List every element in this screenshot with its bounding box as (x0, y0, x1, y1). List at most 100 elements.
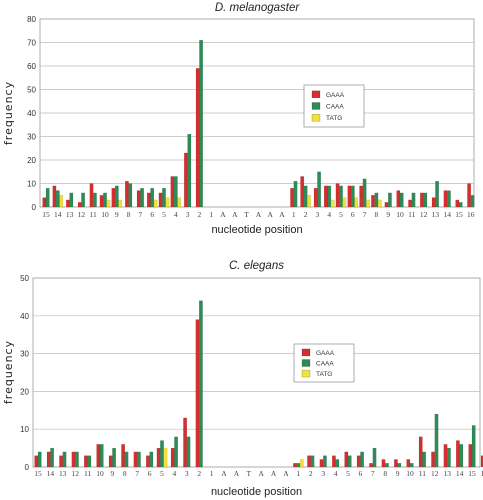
bar-gaaa-35 (455, 199, 460, 208)
bar-gaaa-1 (46, 451, 51, 468)
y-tick-label: 40 (27, 109, 36, 118)
bar-tatg-11 (177, 197, 182, 208)
bar-caaa-9 (149, 451, 154, 468)
bar-gaaa-29 (394, 459, 398, 468)
bar-tatg-21 (299, 459, 304, 468)
bar-gaaa-8 (136, 190, 141, 208)
bar-caaa-3 (75, 451, 79, 468)
bar-caaa-6 (112, 447, 116, 468)
bar-gaaa-26 (356, 455, 361, 468)
bar-tatg-5 (106, 199, 111, 208)
bar-caaa-23 (317, 171, 321, 208)
x-tick-label: A (258, 469, 264, 478)
bar-caaa-8 (137, 451, 141, 468)
bar-caaa-26 (360, 451, 364, 468)
bar-tatg-9 (153, 199, 158, 208)
x-tick-label: 9 (111, 469, 115, 478)
x-tick-label: 13 (443, 469, 451, 478)
legend-label-tatg: TATG (326, 115, 342, 122)
x-tick-label: 2 (198, 210, 202, 219)
legend-label-caaa: CAAA (316, 361, 334, 368)
bar-tatg-28 (377, 199, 382, 208)
x-tick-label: 2 (304, 210, 308, 219)
bar-gaaa-9 (146, 192, 151, 208)
bar-caaa-29 (388, 192, 392, 208)
bar-caaa-3 (81, 192, 85, 208)
legend-label-gaaa: GAAA (316, 350, 335, 357)
bar-gaaa-7 (125, 180, 129, 208)
bar-gaaa-5 (96, 444, 101, 468)
y-tick-label: 40 (20, 312, 29, 321)
x-tick-label: T (244, 210, 249, 219)
x-tick-label: A (267, 210, 273, 219)
x-tick-label: 9 (115, 210, 119, 219)
y-tick-label: 10 (27, 180, 36, 189)
x-tick-label: 6 (148, 469, 152, 478)
x-axis-label: nucleotide position (211, 224, 302, 236)
x-tick-label: 14 (47, 469, 55, 478)
bar-caaa-29 (397, 463, 402, 468)
bar-tatg-10 (165, 197, 170, 208)
bar-gaaa-22 (300, 176, 305, 208)
bar-gaaa-8 (133, 451, 138, 468)
bar-gaaa-27 (359, 185, 364, 208)
x-tick-label: 8 (127, 210, 131, 219)
bar-gaaa-2 (66, 199, 70, 208)
bar-gaaa-33 (431, 197, 436, 208)
x-tick-label: 13 (66, 210, 74, 219)
x-tick-label: 4 (334, 469, 338, 478)
x-tick-label: A (256, 210, 262, 219)
x-tick-label: 1 (297, 469, 301, 478)
bar-caaa-7 (128, 183, 133, 208)
bar-tatg-22 (307, 195, 311, 208)
x-tick-label: 5 (346, 469, 350, 478)
y-tick-label: 0 (25, 463, 30, 472)
bar-caaa-13 (199, 300, 203, 468)
bar-gaaa-28 (371, 195, 375, 208)
y-tick-label: 50 (20, 274, 29, 283)
bar-gaaa-24 (332, 455, 336, 468)
x-tick-label: 3 (186, 210, 190, 219)
bar-gaaa-6 (108, 455, 113, 468)
bar-caaa-21 (296, 463, 301, 468)
bar-gaaa-26 (347, 185, 352, 208)
bar-caaa-5 (99, 444, 104, 468)
bar-gaaa-10 (158, 192, 163, 208)
chart-title: D. melanogaster (215, 2, 301, 14)
x-tick-label: 1 (210, 469, 214, 478)
bar-gaaa-0 (34, 455, 39, 468)
y-axis-label: frequency (2, 81, 15, 145)
bar-caaa-34 (447, 190, 451, 208)
y-tick-label: 80 (27, 15, 36, 24)
legend-swatch-gaaa (311, 90, 321, 99)
bar-gaaa-27 (369, 463, 373, 468)
bar-gaaa-2 (59, 455, 63, 468)
bar-caaa-11 (173, 176, 178, 208)
x-tick-label: A (279, 210, 285, 219)
bar-caaa-5 (103, 192, 107, 208)
bar-caaa-13 (199, 40, 203, 208)
x-tick-label: 15 (42, 210, 50, 219)
bar-caaa-9 (150, 188, 155, 208)
bar-gaaa-13 (195, 68, 200, 208)
chart-title: C. elegans (229, 260, 284, 272)
y-tick-label: 30 (20, 350, 29, 359)
bar-tatg-10 (163, 447, 168, 468)
bar-caaa-28 (374, 192, 379, 208)
bar-gaaa-32 (420, 192, 424, 208)
bar-gaaa-1 (52, 185, 57, 208)
bar-caaa-26 (350, 185, 355, 208)
x-tick-label: 7 (135, 469, 139, 478)
bar-caaa-22 (310, 455, 315, 468)
bar-tatg-26 (354, 197, 359, 208)
y-tick-label: 60 (27, 62, 36, 71)
x-tick-label: 15 (34, 469, 42, 478)
bar-caaa-28 (385, 463, 389, 468)
x-tick-label: 11 (84, 469, 91, 478)
bar-gaaa-6 (111, 188, 116, 208)
bar-gaaa-23 (313, 188, 318, 208)
x-tick-label: 1 (209, 210, 213, 219)
x-tick-label: 15 (468, 469, 476, 478)
bar-gaaa-3 (71, 451, 76, 468)
x-tick-label: 3 (321, 469, 325, 478)
